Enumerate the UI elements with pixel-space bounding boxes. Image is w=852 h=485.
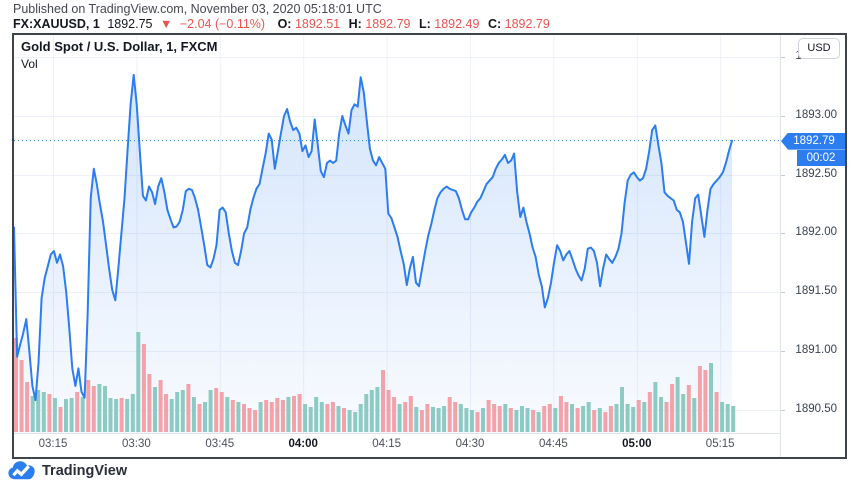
price-tick-label: 1893.00 [795,109,837,121]
open-label: O: [277,17,292,31]
time-tick-label: 03:15 [38,438,68,450]
time-tick-label: 03:30 [122,438,151,450]
tradingview-logo[interactable]: TradingView [8,461,127,480]
time-tick-label: 04:30 [455,438,485,450]
price-tick-mark [781,409,785,411]
close-label: C: [487,17,502,31]
published-text: Published on TradingView.com, November 0… [13,2,382,16]
volume-legend-label: Vol [21,57,38,71]
price-tick-mark [781,57,785,59]
low-label: L: [418,17,431,31]
chart-frame: Gold Spot / U.S. Dollar, 1, FXCM Vol USD… [12,33,847,459]
time-tick-label: 03:45 [205,438,235,450]
chart-canvas [13,35,780,434]
down-arrow-icon: ▼ [159,17,173,31]
tradingview-cloud-icon [8,461,35,480]
price-tick-label: 1892.50 [795,167,837,180]
time-axis-separator [14,433,780,434]
time-tick-label: 04:15 [372,438,401,450]
price-axis[interactable]: USD 1892.79 00:02 1893.501893.001892.501… [781,35,845,433]
currency-button[interactable]: USD [798,38,840,59]
price-tick-label: 1892.00 [795,226,837,239]
price-tick-mark [781,350,785,352]
time-tick-label: 05:15 [705,438,735,450]
last-price: 1892.75 [107,17,153,31]
time-axis[interactable]: 03:15 03:30 03:45 04:00 04:15 04:30 04:45 05:00… [14,434,780,457]
price-chart[interactable]: Gold Spot / U.S. Dollar, 1, FXCM Vol [13,35,780,434]
price-tick-mark [781,292,785,294]
bar-countdown-label: 00:02 [797,149,845,166]
price-change: −2.04 (−0.11%) [179,17,266,31]
price-tick-mark [781,233,785,235]
price-tick-mark [781,116,785,117]
price-tick-label: 1890.50 [795,402,837,415]
time-tick-label: 04:45 [539,438,568,450]
price-tick-label: 1891.50 [795,285,837,298]
tradingview-logo-text: TradingView [42,462,128,479]
symbol-label: FX:XAUUSD, 1 [13,17,100,31]
symbol-quote-bar: FX:XAUUSD, 1 1892.75 ▼ −2.04 (−0.11%) O:… [13,17,550,31]
high-value: 1892.79 [365,17,411,31]
low-value: 1892.49 [434,17,480,31]
time-tick-label: 05:00 [622,438,652,450]
current-price-label: 1892.79 [781,132,845,150]
high-label: H: [348,17,362,31]
chart-legend-title: Gold Spot / U.S. Dollar, 1, FXCM [21,39,218,54]
price-tick-label: 1891.00 [795,343,837,356]
time-tick-label: 04:00 [288,438,318,450]
close-value: 1892.79 [504,17,550,31]
open-value: 1892.51 [294,17,341,31]
price-axis-separator [780,35,781,457]
price-tick-mark [781,174,785,176]
